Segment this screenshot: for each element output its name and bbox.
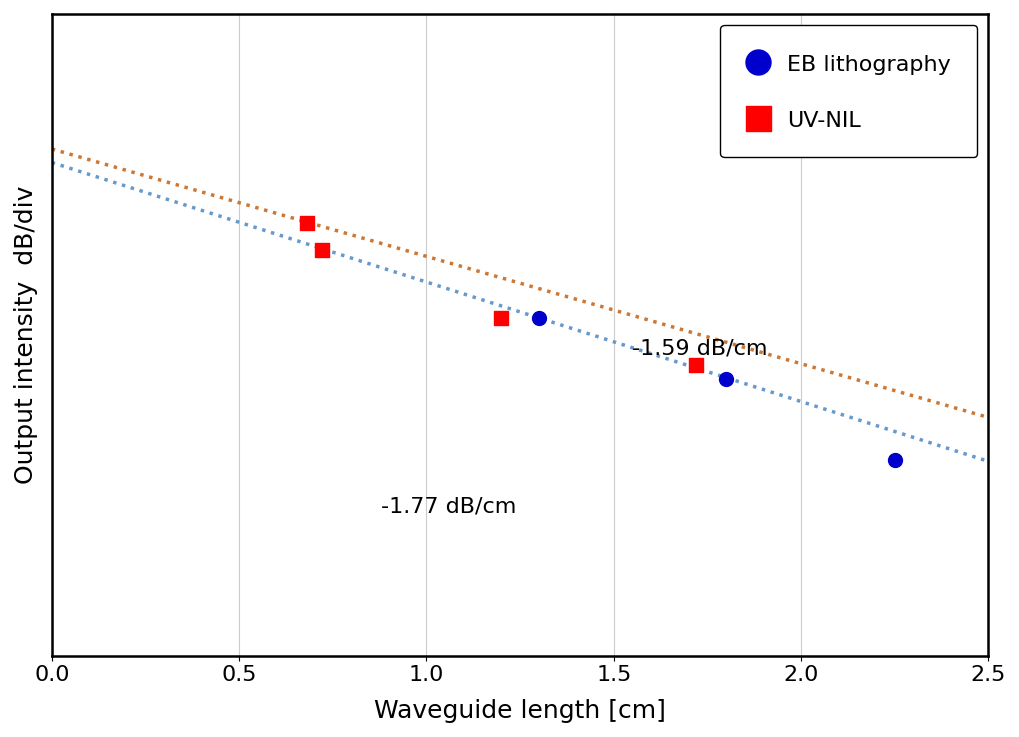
- Y-axis label: Output intensity  dB/div: Output intensity dB/div: [14, 186, 38, 484]
- EB lithography: [886, 454, 902, 466]
- EB lithography: [530, 312, 546, 324]
- Text: -1.77 dB/cm: -1.77 dB/cm: [381, 497, 517, 517]
- X-axis label: Waveguide length [cm]: Waveguide length [cm]: [374, 699, 665, 723]
- UV-NIL: [493, 312, 510, 324]
- Text: -1.59 dB/cm: -1.59 dB/cm: [632, 338, 767, 358]
- EB lithography: [717, 373, 734, 385]
- UV-NIL: [313, 245, 329, 256]
- UV-NIL: [688, 359, 704, 371]
- UV-NIL: [299, 217, 315, 229]
- Legend: EB lithography, UV-NIL: EB lithography, UV-NIL: [719, 25, 976, 158]
